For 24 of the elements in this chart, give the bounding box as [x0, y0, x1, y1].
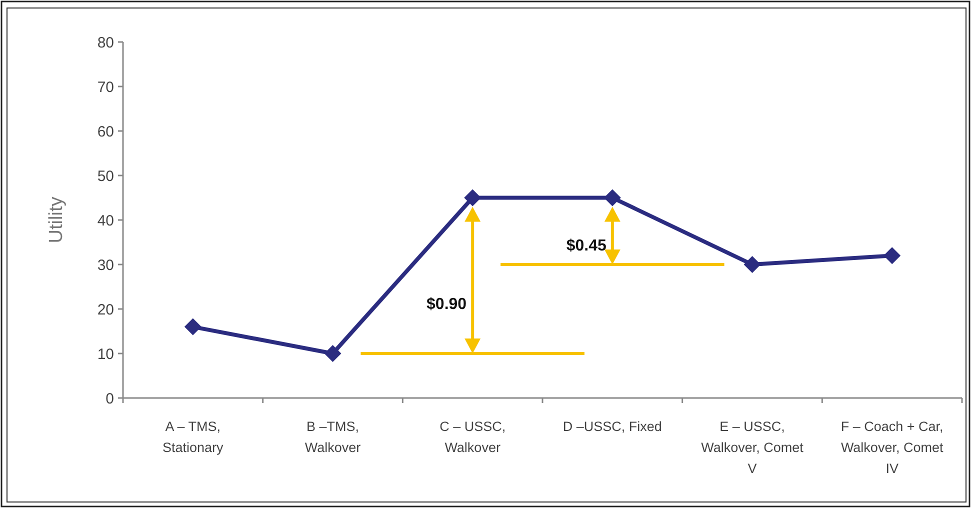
point [604, 189, 621, 206]
point [464, 189, 482, 206]
y-tick-label: 50 [97, 168, 114, 185]
x-tick-label: E – USSC, Walkover, Comet V [701, 419, 804, 476]
x-tick-label: C – USSC, Walkover [440, 419, 506, 455]
x-tick-label: D –USSC, Fixed [562, 419, 662, 434]
y-tick-label: 20 [97, 301, 114, 318]
x-tick-label: A – TMS, Stationary [162, 419, 224, 455]
point [324, 345, 342, 362]
point [744, 256, 761, 273]
annotation: $0.90 [426, 296, 467, 314]
y-tick-label: 60 [97, 123, 114, 140]
x-tick-label: B –TMS, Walkover [304, 419, 362, 455]
x-tick-label: F – Coach + Car, Walkover, Comet IV [840, 419, 944, 476]
y-tick-label: 40 [97, 212, 114, 230]
y-axis-title: Utility [46, 196, 67, 244]
annotation: $0.45 [566, 237, 607, 254]
y-tick-label: 70 [97, 78, 114, 96]
y-tick-label: 0 [106, 390, 114, 408]
point [884, 247, 901, 264]
y-tick-label: 80 [97, 34, 114, 52]
y-tick-label: 30 [97, 256, 114, 274]
y-tick-label: 10 [97, 346, 114, 363]
point [184, 318, 202, 336]
